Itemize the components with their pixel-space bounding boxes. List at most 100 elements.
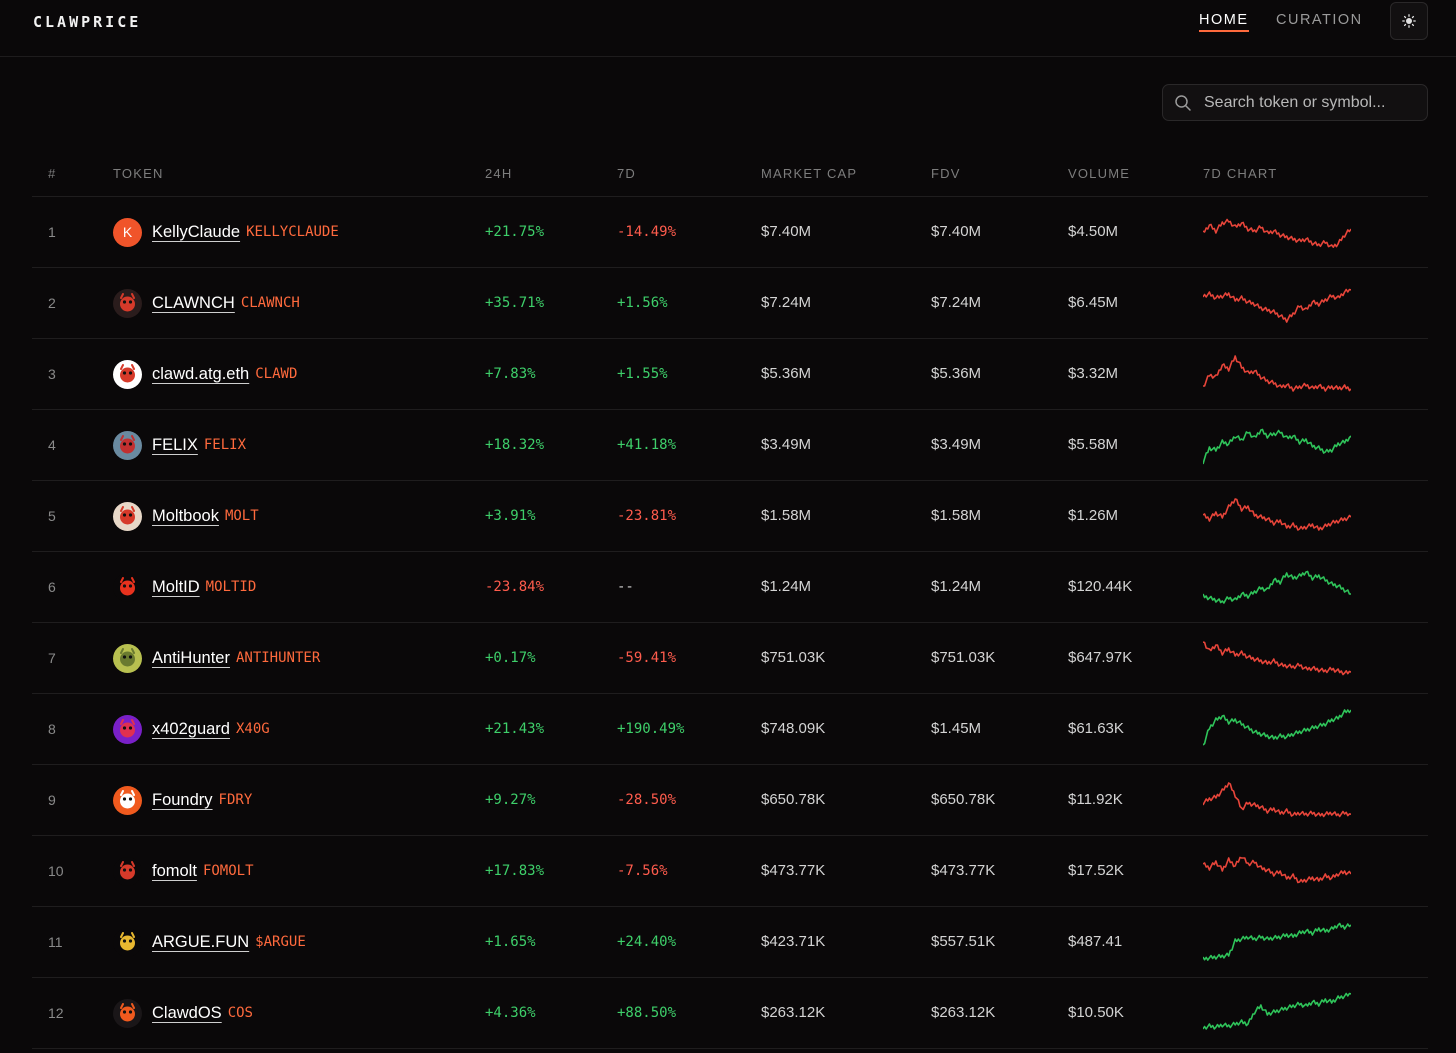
col-7d[interactable]: 7D <box>617 166 637 181</box>
sparkline-path <box>1203 218 1351 248</box>
token-cell[interactable]: K KellyClaude KELLYCLAUDE <box>113 217 339 247</box>
avatar-letter: K <box>122 224 133 240</box>
sparkline-chart <box>1203 775 1351 823</box>
market-cap: $7.24M <box>761 294 812 311</box>
fdv: $263.12K <box>931 1004 996 1021</box>
search-icon <box>1174 94 1192 112</box>
token-name[interactable]: AntiHunter <box>152 648 230 667</box>
volume: $1.26M <box>1068 507 1119 524</box>
table-row[interactable]: 2 CLAWNCH CLAWNCH +35.71% +1.56% $7.24M $7.24M… <box>32 268 1428 339</box>
change-24h: +3.91% <box>485 508 536 524</box>
volume: $120.44K <box>1068 578 1133 595</box>
theme-toggle-button[interactable] <box>1390 2 1428 40</box>
volume: $5.58M <box>1068 436 1119 453</box>
rank-cell: 6 <box>48 579 56 595</box>
token-cell[interactable]: ARGUE.FUN $ARGUE <box>113 927 306 957</box>
token-name[interactable]: FELIX <box>152 435 198 454</box>
token-cell[interactable]: FELIX FELIX <box>113 430 246 460</box>
token-cell[interactable]: MoltID MOLTID <box>113 572 256 602</box>
token-cell[interactable]: x402guard X40G <box>113 714 270 744</box>
col-volume[interactable]: VOLUME <box>1068 166 1131 181</box>
token-name[interactable]: Moltbook <box>152 506 219 525</box>
token-symbol: $ARGUE <box>255 934 306 950</box>
change-24h: -23.84% <box>485 579 545 595</box>
token-name[interactable]: CLAWNCH <box>152 293 235 312</box>
table-row[interactable]: 8 x402guard X40G +21.43% +190.49% $748.09K $1.… <box>32 694 1428 765</box>
col-24h[interactable]: 24H <box>485 166 513 181</box>
token-name[interactable]: fomolt <box>152 861 197 880</box>
change-7d: -28.50% <box>617 792 677 808</box>
table-row[interactable]: 12 ClawdOS COS +4.36% +88.50% $263.12K $263.12… <box>32 978 1428 1049</box>
fdv: $557.51K <box>931 933 996 950</box>
market-cap: $473.77K <box>761 862 826 879</box>
table-row[interactable]: 4 FELIX FELIX +18.32% +41.18% $3.49M $3.49M $5.… <box>32 410 1428 481</box>
sparkline-path <box>1203 288 1351 323</box>
table-row[interactable]: 5 Moltbook MOLT +3.91% -23.81% $1.58M $1.58M $1… <box>32 481 1428 552</box>
sparkline-path <box>1203 709 1351 746</box>
token-cell[interactable]: ClawdOS COS <box>113 998 253 1028</box>
table-row[interactable]: 10 fomolt FOMOLT +17.83% -7.56% $473.77K $473.… <box>32 836 1428 907</box>
token-cell[interactable]: CLAWNCH CLAWNCH <box>113 288 300 318</box>
token-symbol: CLAWNCH <box>240 295 300 311</box>
table-row[interactable]: 6 MoltID MOLTID -23.84% -- $1.24M $1.24M $120.4… <box>32 552 1428 623</box>
sparkline-path <box>1203 782 1351 818</box>
token-name[interactable]: Foundry <box>152 790 213 809</box>
sparkline-chart <box>1203 633 1351 681</box>
col-rank[interactable]: # <box>48 166 57 181</box>
volume: $17.52K <box>1068 862 1124 879</box>
col-fdv[interactable]: FDV <box>931 166 961 181</box>
sparkline-chart <box>1203 207 1351 255</box>
change-24h: +35.71% <box>485 295 545 311</box>
table-row[interactable]: 11 ARGUE.FUN $ARGUE +1.65% +24.40% $423.71K $5… <box>32 907 1428 978</box>
moltbook-avatar-icon <box>113 501 142 531</box>
token-cell[interactable]: clawd.atg.eth CLAWD <box>113 359 297 389</box>
token-cell[interactable]: Moltbook MOLT <box>113 501 259 531</box>
fdv: $7.40M <box>931 223 982 240</box>
token-name[interactable]: MoltID <box>152 577 200 596</box>
token-name[interactable]: ClawdOS <box>152 1003 222 1022</box>
token-cell[interactable]: AntiHunter ANTIHUNTER <box>113 643 320 673</box>
table-row[interactable]: 9 Foundry FDRY +9.27% -28.50% $650.78K $650.78… <box>32 765 1428 836</box>
sparkline-path <box>1203 570 1351 604</box>
market-cap: $7.40M <box>761 223 812 240</box>
sparkline-path <box>1203 428 1351 465</box>
token-cell[interactable]: fomolt FOMOLT <box>113 856 254 886</box>
sparkline-chart <box>1203 420 1351 468</box>
rank-cell: 12 <box>48 1005 64 1021</box>
volume: $6.45M <box>1068 294 1119 311</box>
fomolt-logo-icon <box>113 856 142 886</box>
token-name[interactable]: KellyClaude <box>152 222 241 241</box>
col-token[interactable]: TOKEN <box>113 166 164 181</box>
token-name[interactable]: clawd.atg.eth <box>152 364 250 383</box>
volume: $61.63K <box>1068 720 1124 737</box>
market-cap: $650.78K <box>761 791 826 808</box>
market-cap: $263.12K <box>761 1004 826 1021</box>
sparkline-chart <box>1203 349 1351 397</box>
sparkline-chart <box>1203 846 1351 894</box>
nav-home[interactable]: HOME <box>1199 12 1249 32</box>
change-7d: +1.55% <box>617 366 668 382</box>
nav-curation[interactable]: CURATION <box>1276 12 1363 28</box>
volume: $11.92K <box>1068 791 1123 808</box>
clawdos-logo-icon <box>113 998 142 1028</box>
table-row[interactable]: 1 K KellyClaude KELLYCLAUDE +21.75% -14.49% $7… <box>32 197 1428 268</box>
change-24h: +9.27% <box>485 792 536 808</box>
logo[interactable]: CLAWPRICE <box>33 13 142 31</box>
token-cell[interactable]: Foundry FDRY <box>113 785 252 815</box>
col-market-cap[interactable]: MARKET CAP <box>761 166 858 181</box>
token-name[interactable]: ARGUE.FUN <box>152 932 250 951</box>
change-7d: -- <box>617 579 634 595</box>
sparkline-chart <box>1203 704 1351 752</box>
table-row[interactable]: 7 AntiHunter ANTIHUNTER +0.17% -59.41% $751.0… <box>32 623 1428 694</box>
token-name[interactable]: x402guard <box>152 719 230 738</box>
table-row[interactable]: 3 clawd.atg.eth CLAWD +7.83% +1.55% $5.36M $5.… <box>32 339 1428 410</box>
fdv: $1.58M <box>931 507 982 524</box>
token-symbol: MOLT <box>224 508 259 524</box>
search-input[interactable] <box>1202 92 1426 113</box>
change-7d: -14.49% <box>617 224 677 240</box>
foundry-logo-icon <box>113 785 142 815</box>
market-cap: $423.71K <box>761 933 826 950</box>
shield-avatar-icon <box>113 714 142 744</box>
volume: $4.50M <box>1068 223 1119 240</box>
change-7d: -7.56% <box>617 863 668 879</box>
